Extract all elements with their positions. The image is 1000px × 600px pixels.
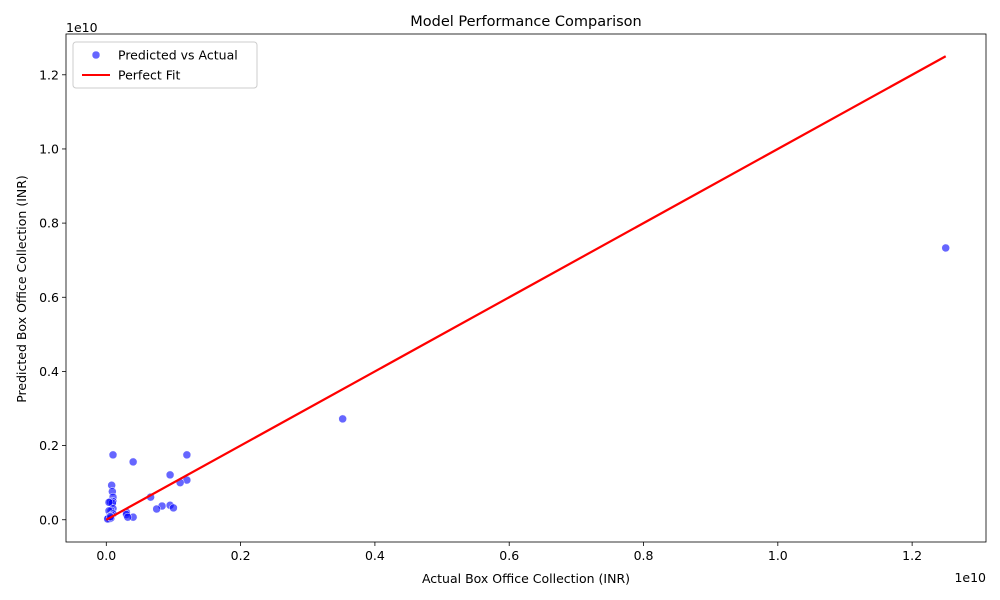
plot-area bbox=[103, 55, 950, 524]
scatter-point bbox=[169, 503, 178, 513]
x-tick-label: 0.8 bbox=[634, 548, 654, 563]
scatter-point bbox=[152, 504, 161, 514]
y-tick-label: 1.2 bbox=[39, 67, 59, 82]
scatter-point bbox=[104, 498, 114, 507]
y-tick-label: 0.8 bbox=[39, 216, 59, 231]
legend-frame bbox=[72, 41, 258, 89]
x-tick-label: 0.2 bbox=[231, 548, 251, 563]
axes-frame bbox=[65, 33, 987, 543]
legend: Predicted vs Actual Perfect Fit bbox=[72, 41, 258, 89]
chart-title: Model Performance Comparison bbox=[410, 14, 641, 30]
legend-label-perfect-fit: Perfect Fit bbox=[118, 68, 181, 83]
y-tick-label: 0.6 bbox=[39, 290, 59, 305]
scatter-point bbox=[128, 457, 138, 467]
legend-label-predicted: Predicted vs Actual bbox=[118, 48, 238, 63]
x-axis-label: Actual Box Office Collection (INR) bbox=[422, 571, 630, 586]
scatter-point bbox=[123, 512, 133, 522]
x-tick-label: 0.4 bbox=[365, 548, 385, 563]
x-tick-label: 1.2 bbox=[902, 548, 922, 563]
perfect-fit-line bbox=[105, 55, 947, 521]
y-tick-label: 1.0 bbox=[39, 141, 59, 156]
scatter-point bbox=[941, 243, 950, 253]
y-offset-label: 1e10 bbox=[66, 20, 98, 35]
y-tick-label: 0.2 bbox=[39, 438, 59, 453]
x-tick-label: 0.6 bbox=[499, 548, 519, 563]
x-tick-label: 1.0 bbox=[768, 548, 788, 563]
scatter-point bbox=[108, 450, 118, 460]
y-axis-label: Predicted Box Office Collection (INR) bbox=[14, 175, 29, 403]
y-tick-label: 0.0 bbox=[39, 512, 59, 527]
x-tick-label: 0.0 bbox=[96, 548, 116, 563]
axes: 0.0 0.2 0.4 0.6 0.8 1.0 1.2 0.0 0.2 0.4 0.6 0.8 1.0 1… bbox=[39, 33, 987, 563]
scatter-point bbox=[338, 414, 347, 424]
scatter-point bbox=[182, 450, 192, 460]
scatter-point bbox=[165, 470, 175, 480]
x-offset-label: 1e10 bbox=[954, 570, 986, 585]
legend-marker-predicted bbox=[91, 50, 101, 60]
y-tick-label: 0.4 bbox=[39, 364, 59, 379]
